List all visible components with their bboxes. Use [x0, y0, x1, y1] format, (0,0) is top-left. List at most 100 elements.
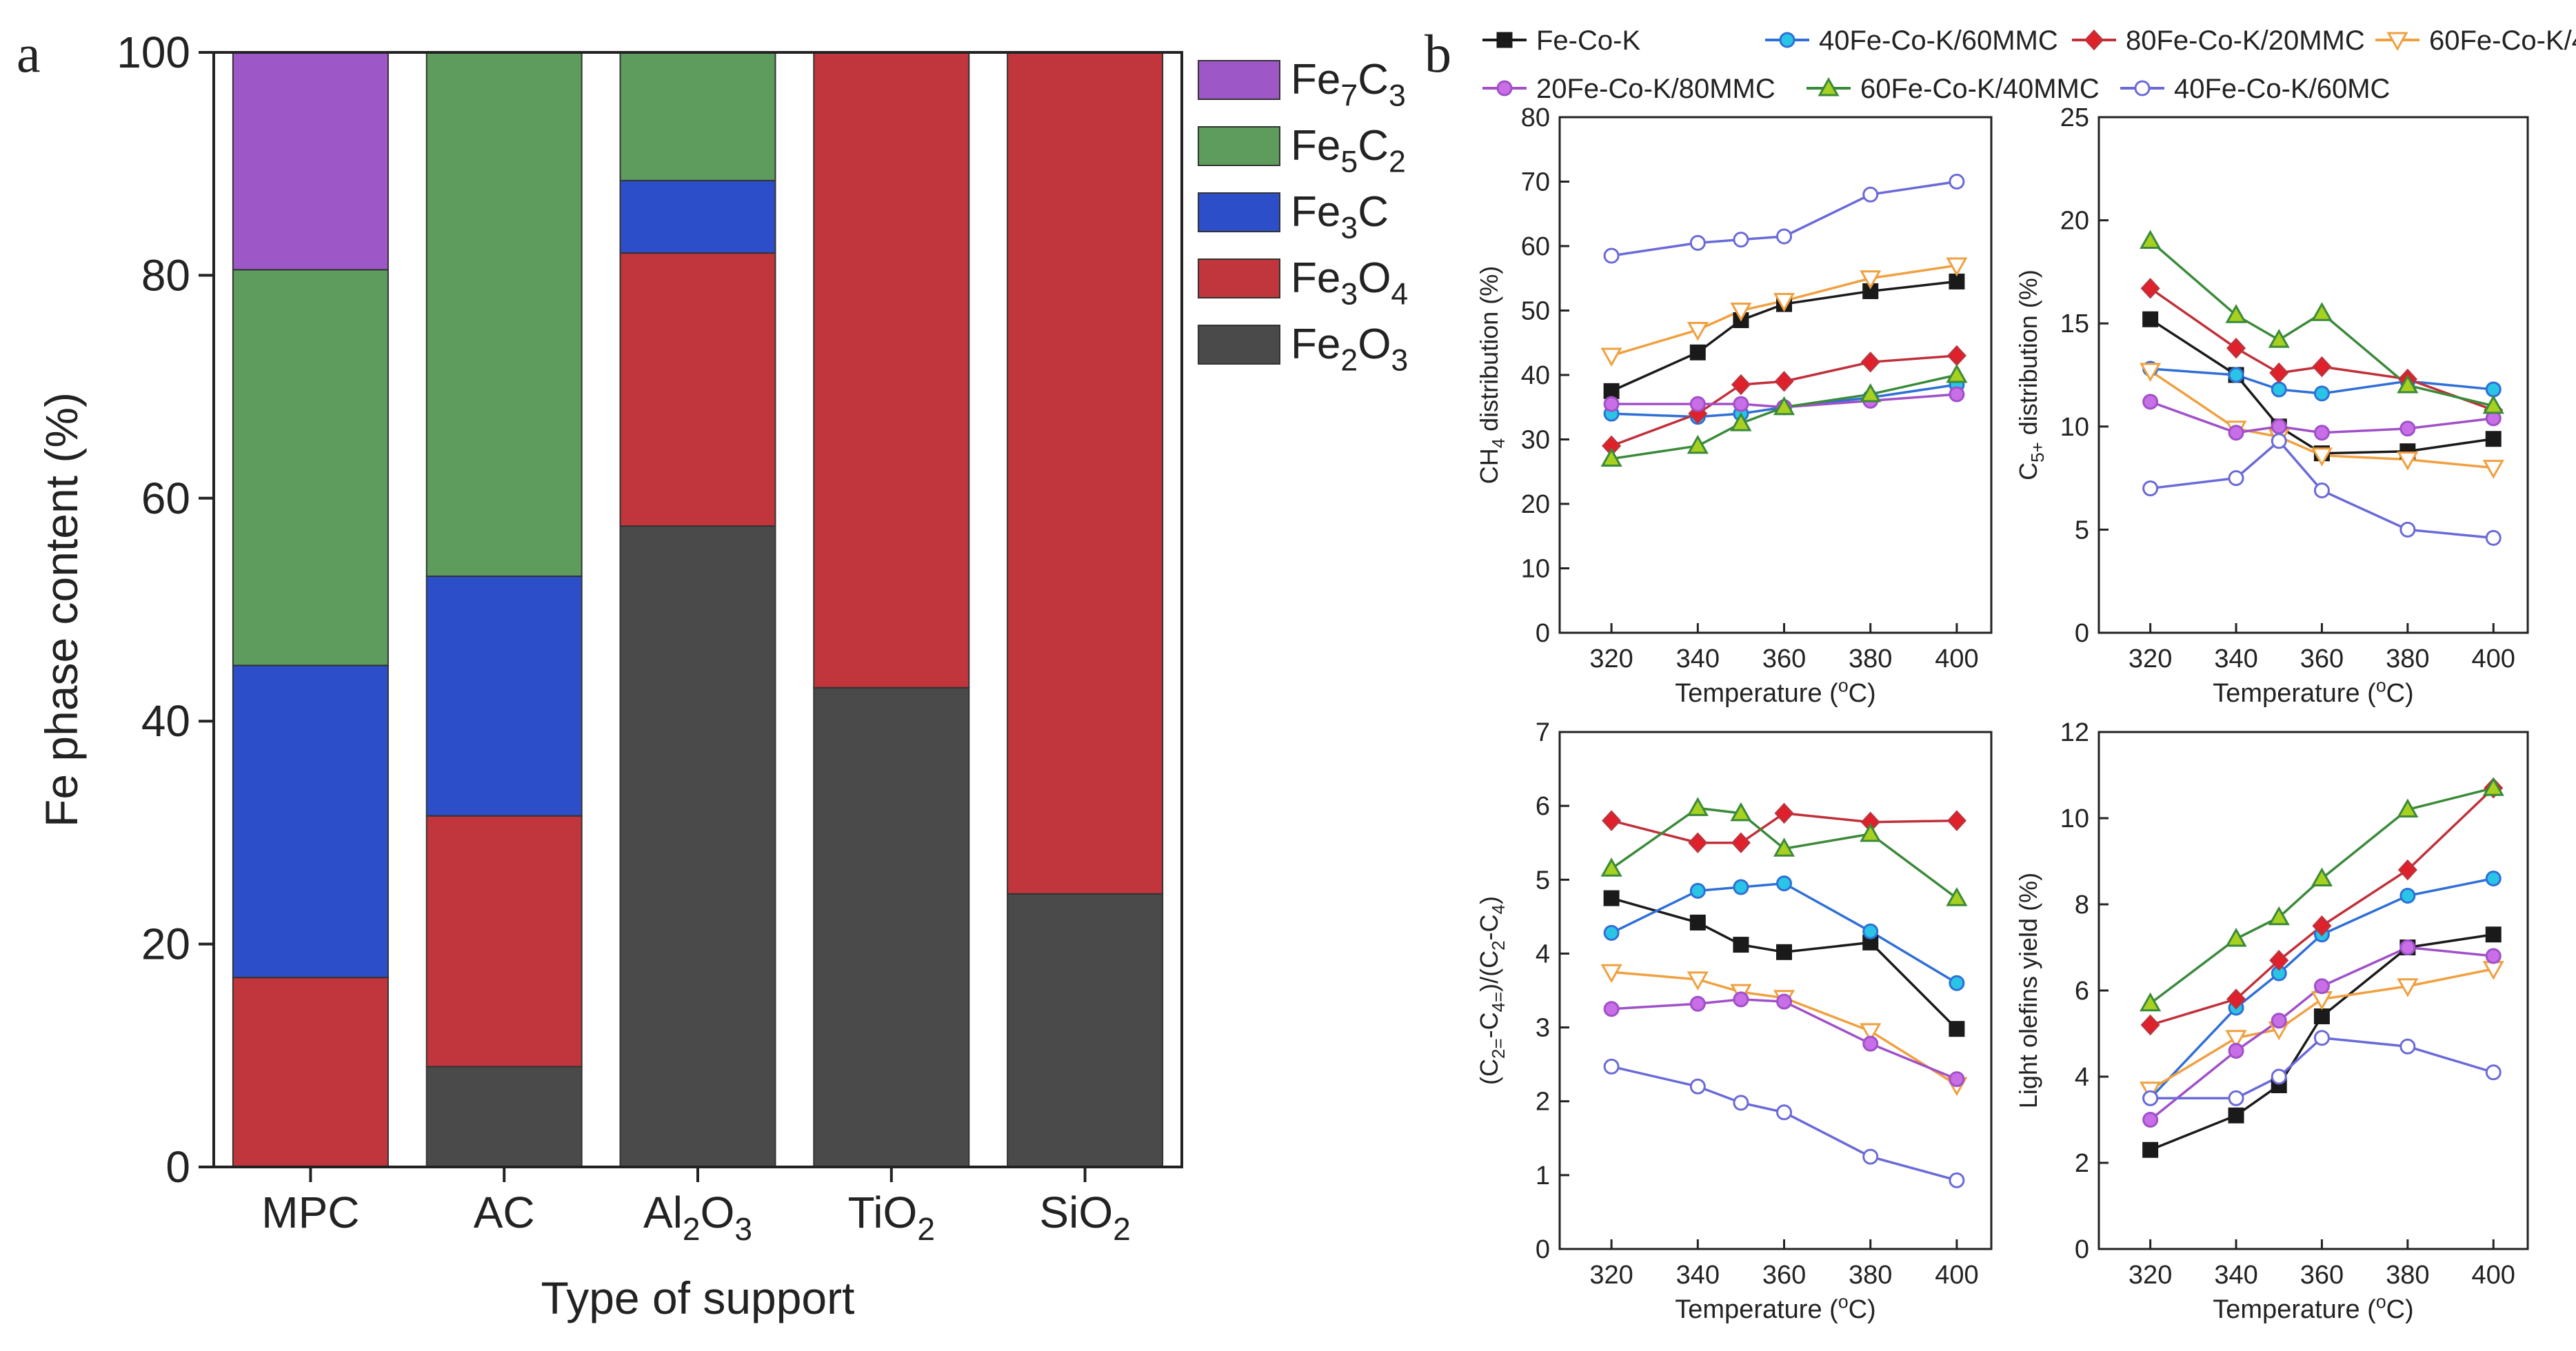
point-20fe-co-k-80mmc-380: [1862, 1035, 1879, 1052]
y-tick-label-25: 25: [2060, 103, 2089, 132]
point-20fe-co-k-80mmc-340: [2228, 425, 2244, 441]
plot-frame: [2097, 116, 2529, 634]
point-80fe-co-k-20mmc-350: [1731, 374, 1751, 396]
y-tick-label-0: 0: [2075, 1235, 2089, 1264]
y-tick-label-30: 30: [1521, 426, 1550, 455]
point-20fe-co-k-80mmc-400: [1949, 386, 1965, 403]
bar-al2o3-fe5c2: [619, 52, 776, 181]
point-60fe-co-k-40mmc-380: [2397, 798, 2419, 817]
point-40fe-co-k-60mmc-400: [1949, 975, 1965, 991]
legend-marker-40fe-co-k-60mc: [2134, 80, 2151, 96]
series-line-20fe-co-k-80mmc: [1611, 393, 1958, 409]
bar-mpc-fe5c2: [232, 269, 389, 667]
bar-mpc-fe3c: [232, 664, 389, 979]
y-tick-label-10: 10: [2060, 804, 2089, 833]
point-fe-co-k-400: [1949, 273, 1965, 290]
bar-al2o3-fe3o4: [619, 252, 776, 527]
point-40fe-co-k-60mc-320: [1603, 247, 1620, 264]
point-60fe-co-k-40mmc-350: [2268, 329, 2290, 348]
point-80fe-co-k-20mmc-320: [2140, 1014, 2160, 1036]
point-20fe-co-k-80mmc-360: [2313, 978, 2330, 995]
y-axis-title: CH4​ distribution (%): [1475, 266, 1509, 485]
y-axis-title: Fe phase content (%): [36, 392, 87, 827]
point-60fe-co-k-40mc-360: [1773, 292, 1795, 312]
series-line-fe-co-k: [1611, 897, 1958, 1030]
point-60fe-co-k-40mmc-320: [1600, 857, 1622, 877]
y-tick-label-7: 7: [1536, 718, 1550, 747]
series-line-40fe-co-k-60mc: [1611, 1065, 1958, 1182]
point-20fe-co-k-80mmc-350: [1733, 396, 1749, 412]
point-60fe-co-k-40mmc-380: [1860, 822, 1882, 842]
point-60fe-co-k-40mmc-400: [2482, 777, 2504, 796]
point-80fe-co-k-20mmc-320: [1602, 810, 1622, 831]
x-axis-title: Temperature (oC): [1675, 676, 1875, 708]
panel-b-olefin-yield-chart: 0 2 4 6 8 10 12 320 340 360 380 400 Temperature (oC)…: [2014, 718, 2529, 1324]
series-line-80fe-co-k-20mmc: [1611, 812, 1957, 844]
x-tick-label-400: 400: [2472, 644, 2515, 673]
x-tick-label-400: 400: [2472, 1261, 2515, 1290]
point-40fe-co-k-60mc-350: [2271, 1068, 2287, 1085]
point-60fe-co-k-40mmc-320: [2140, 992, 2162, 1012]
y-tick-label-5: 5: [2075, 516, 2089, 545]
x-tick-label-320: 320: [2129, 1261, 2172, 1290]
x-tick-label-al2o3: Al2​O3​: [643, 1188, 752, 1247]
point-80fe-co-k-20mmc-350: [2269, 362, 2289, 384]
bar-al2o3-fe3c: [619, 179, 776, 254]
y-tick-label-0: 0: [1536, 1235, 1550, 1264]
point-60fe-co-k-40mmc-380: [1860, 383, 1882, 403]
y-tick-label-40: 40: [141, 696, 190, 746]
series-line-60fe-co-k-40mmc: [2149, 240, 2494, 407]
x-tick-label-sio2: SiO2​: [1039, 1188, 1130, 1247]
x-axis-title: Temperature (oC): [1675, 1292, 1875, 1324]
point-80fe-co-k-20mmc-340: [2226, 337, 2246, 359]
point-40fe-co-k-60mmc-400: [2485, 871, 2502, 886]
panel-b-olefin-ratio-chart: 0 1 2 3 4 5 6 7 320 340 360 380 400 Temperature (oC) (…: [1475, 718, 1993, 1324]
panel-b-c5-chart: 0 5 10 15 20 25 320 340 360 380 400 Temperature (oC…: [2014, 103, 2529, 708]
x-tick-label-360: 360: [2300, 1261, 2344, 1290]
series-line-40fe-co-k-60mmc: [2150, 367, 2494, 395]
plot-frame: [1558, 731, 1993, 1250]
point-60fe-co-k-40mc-400: [1946, 257, 1968, 277]
bar-al2o3-fe2o3: [619, 525, 776, 1168]
y-tick-label-4: 4: [1536, 939, 1550, 968]
y-tick-label-6: 6: [1536, 792, 1550, 821]
y-tick-label-1: 1: [1536, 1161, 1550, 1190]
point-60fe-co-k-40mmc-340: [1687, 797, 1709, 816]
point-60fe-co-k-40mc-320: [1600, 347, 1622, 367]
point-60fe-co-k-40mmc-320: [2140, 230, 2162, 250]
point-20fe-co-k-80mmc-320: [2142, 394, 2159, 410]
point-40fe-co-k-60mc-350: [1733, 1095, 1749, 1111]
x-tick-label-380: 380: [1849, 1261, 1892, 1290]
point-60fe-co-k-40mc-400: [2482, 460, 2504, 479]
x-tick-label-360: 360: [2300, 644, 2344, 673]
x-tick-label-340: 340: [1676, 644, 1720, 673]
point-40fe-co-k-60mc-350: [2271, 433, 2287, 449]
legend-marker-60fe-co-k-40mmc: [1818, 77, 1840, 96]
point-fe-co-k-350: [1733, 937, 1749, 953]
legend-label-fe7c3: Fe7​C3​: [1291, 56, 1406, 112]
x-tick-label-380: 380: [1849, 644, 1892, 673]
legend-label-fe-co-k: Fe-Co-K: [1536, 26, 1640, 56]
point-60fe-co-k-40mmc-340: [2225, 927, 2247, 947]
legend-label-fe5c2: Fe5​C2​: [1291, 122, 1406, 179]
point-80fe-co-k-20mmc-360: [2312, 356, 2332, 378]
legend-swatch-fe7c3: [1198, 60, 1280, 100]
x-tick-label-340: 340: [2214, 1261, 2257, 1290]
y-tick-label-20: 20: [1521, 490, 1550, 519]
x-axis-title: Temperature (oC): [2213, 1292, 2413, 1324]
bar-sio2-fe2o3: [1007, 893, 1164, 1168]
bar-ac-fe3c: [425, 575, 583, 817]
x-axis-title: Temperature (oC): [2213, 676, 2413, 708]
legend-label-80fe-co-k-20mmc: 80Fe-Co-K/20MMC: [2126, 26, 2365, 56]
point-60fe-co-k-40mc-340: [1687, 971, 1709, 991]
point-60fe-co-k-40mc-380: [1860, 270, 1882, 290]
x-tick-label-400: 400: [1935, 644, 1978, 673]
series-line-40fe-co-k-60mmc: [1611, 882, 1958, 984]
series-line-60fe-co-k-40mmc: [2149, 786, 2494, 1005]
series-line-40fe-co-k-60mc: [2150, 439, 2494, 540]
y-tick-label-80: 80: [1521, 103, 1550, 132]
point-fe-co-k-340: [2228, 1107, 2244, 1124]
point-80fe-co-k-20mmc-360: [2312, 915, 2332, 937]
point-40fe-co-k-60mc-320: [2142, 480, 2159, 497]
series-line-80fe-co-k-20mmc: [1611, 354, 1958, 447]
